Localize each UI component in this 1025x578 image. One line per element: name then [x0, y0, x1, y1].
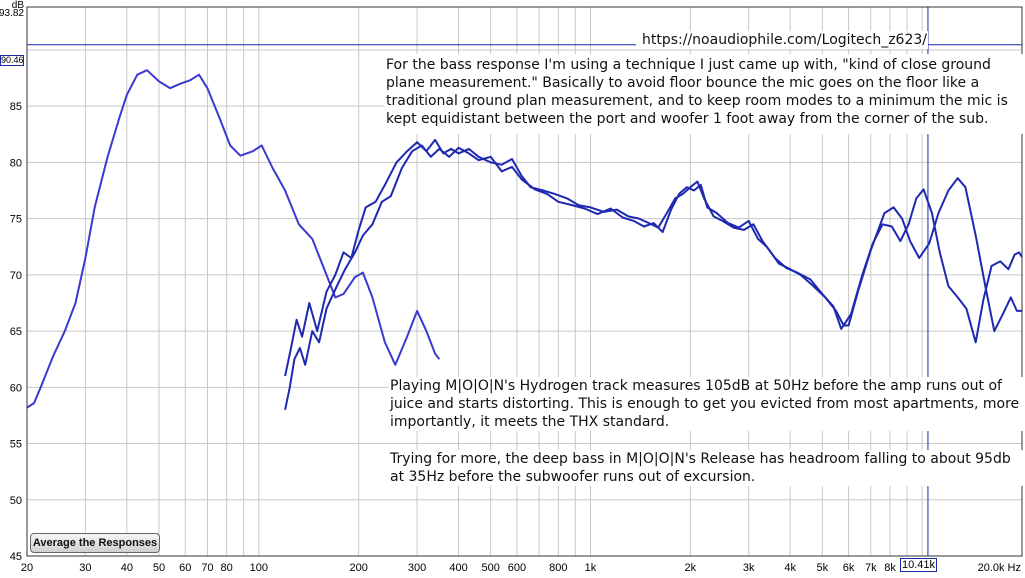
average-responses-button[interactable]: Average the Responses [30, 533, 160, 553]
x-tick-label: 300 [408, 562, 426, 574]
x-tick-label: 8k [884, 562, 896, 574]
x-tick-label: 60 [179, 562, 191, 574]
x-cursor-readout: 10.41k [900, 558, 937, 572]
x-tick-label: 500 [481, 562, 499, 574]
y-tick-label: 55 [10, 439, 22, 451]
x-tick-label: 4k [784, 562, 796, 574]
x-tick-label: 80 [221, 562, 233, 574]
x-tick-label: 50 [153, 562, 165, 574]
y-tick-label: 75 [10, 214, 22, 226]
x-tick-label: 2k [685, 562, 697, 574]
series-line-1 [26, 69, 441, 409]
bass-measurement-note: For the bass response I'm using a techni… [384, 54, 1025, 134]
x-tick-label: 30 [79, 562, 91, 574]
series-line-3 [284, 144, 1023, 411]
x-tick-label: 1k [585, 562, 597, 574]
x-tick-label: 40 [121, 562, 133, 574]
y-tick-label: 85 [10, 101, 22, 113]
x-tick-label: 7k [865, 562, 877, 574]
y-cursor-readout: 90.46 [0, 55, 24, 66]
x-tick-label: 400 [449, 562, 467, 574]
x-tick-label: 20.0k Hz [978, 562, 1021, 574]
series-line-2 [284, 138, 1022, 377]
x-tick-label: 3k [743, 562, 755, 574]
y-tick-label: 65 [10, 326, 22, 338]
release-track-note: Trying for more, the deep bass in M|O|O|… [388, 450, 1025, 486]
plot-border [26, 6, 1023, 557]
x-tick-label: 200 [349, 562, 367, 574]
y-tick-label: 45 [10, 551, 22, 563]
y-max-label: 93.82 [0, 8, 24, 19]
source-url-note: https://noaudiophile.com/Logitech_z623/ [636, 31, 928, 49]
y-tick-label: 80 [10, 157, 22, 169]
x-tick-label: 100 [250, 562, 268, 574]
y-axis-unit: dB [12, 0, 25, 11]
x-tick-label: 5k [817, 562, 829, 574]
x-tick-label: 70 [201, 562, 213, 574]
x-tick-label: 800 [549, 562, 567, 574]
y-tick-label: 70 [10, 270, 22, 282]
y-tick-label: 50 [10, 495, 22, 507]
x-tick-label: 20 [21, 562, 33, 574]
hydrogen-track-note: Playing M|O|O|N's Hydrogen track measure… [388, 377, 1025, 431]
y-tick-label: 60 [10, 382, 22, 394]
x-tick-label: 6k [843, 562, 855, 574]
x-tick-label: 600 [508, 562, 526, 574]
